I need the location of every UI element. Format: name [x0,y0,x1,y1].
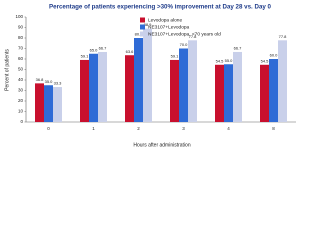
legend-swatch [140,31,145,37]
bar [134,38,143,122]
y-tick-label: 60 [18,56,24,61]
bar [215,64,224,122]
y-tick-label: 50 [18,67,24,72]
x-tick-label: 0 [47,126,50,131]
bar [143,28,152,123]
chart: Percentage of patients experiencing >30%… [4,4,296,148]
value-label: 80.0 [135,32,144,37]
value-label: 33.3 [54,81,63,86]
y-axis-label: Percent of patients [4,49,10,91]
y-tick-label: 30 [18,88,24,93]
bar [80,59,89,122]
value-label: 65.0 [90,47,99,52]
value-label: 36.8 [36,77,45,82]
bar [89,53,98,122]
bar [125,55,134,122]
value-label: 63.6 [126,49,135,54]
y-tick-label: 40 [18,77,24,82]
bar [44,85,53,122]
bar [224,64,233,122]
x-axis-label: Hours after administration [133,142,190,148]
legend-label: NE3107+Levodopa, <70 years old [148,31,221,37]
y-tick-label: 100 [15,14,23,19]
bar [170,59,179,122]
legend-swatch [140,17,145,23]
y-tick-label: 0 [20,119,23,124]
y-tick-label: 20 [18,98,24,103]
value-label: 55.0 [225,58,234,63]
value-label: 77.8 [189,34,198,39]
legend-label: Levodopa alone [148,17,182,23]
x-tick-label: 1 [92,126,95,131]
bar [179,48,188,122]
y-tick-label: 90 [18,25,24,30]
y-tick-label: 70 [18,46,24,51]
value-label: 54.5 [261,58,270,63]
bar [269,59,278,122]
bar [35,83,44,122]
page: Percentage of patients experiencing >30%… [4,3,296,149]
legend-swatch [140,24,145,30]
bar [53,87,62,122]
value-label: 35.0 [45,79,54,84]
value-label: 66.7 [234,46,243,51]
value-label: 59.1 [171,54,180,59]
legend-label: NE3107+Levodopa [148,24,190,30]
chart-title: Percentage of patients experiencing >30%… [49,4,272,11]
bar [188,40,197,123]
bar [98,51,107,123]
y-tick-label: 80 [18,35,24,40]
value-label: 59.1 [81,54,90,59]
x-tick-label: 8 [272,126,275,131]
bar [278,40,287,123]
x-tick-label: 4 [227,126,230,131]
x-tick-label: 2 [137,126,140,131]
value-label: 60.0 [270,53,279,58]
bar [233,51,242,123]
value-label: 54.5 [216,58,225,63]
bar [260,64,269,122]
y-tick-label: 10 [18,109,24,114]
value-label: 70.0 [180,42,189,47]
value-label: 77.8 [279,34,288,39]
value-label: 66.7 [99,46,108,51]
value-label: 88.9 [144,22,153,27]
x-tick-label: 3 [182,126,185,131]
